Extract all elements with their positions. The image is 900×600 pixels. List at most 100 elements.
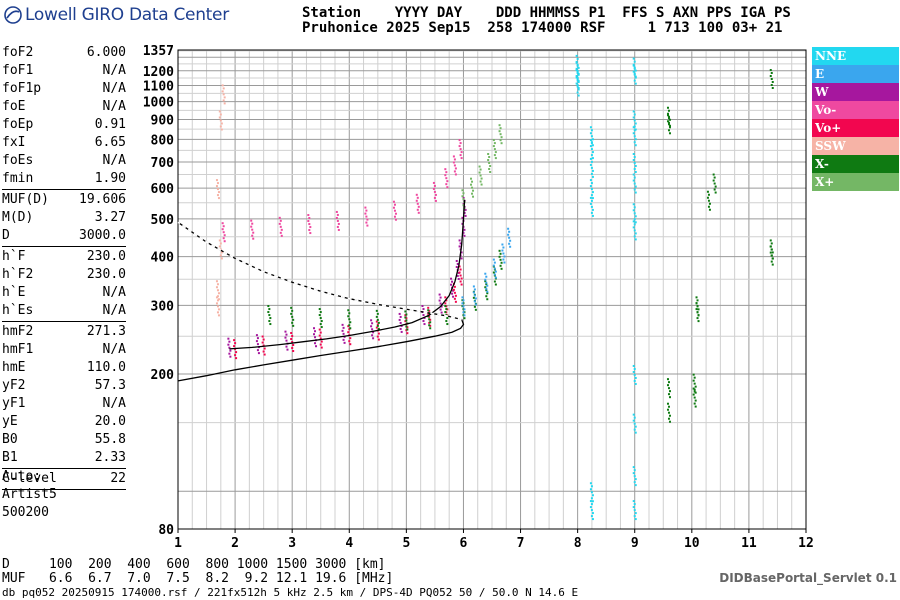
echo-point <box>292 318 295 321</box>
echo-point <box>632 203 635 206</box>
param-name: foE <box>2 99 26 114</box>
distance-row: D 100 200 400 600 800 1000 1500 3000 [km… <box>2 557 386 572</box>
echo-point <box>590 148 593 151</box>
echo-point <box>484 278 487 281</box>
echo-point <box>459 274 462 277</box>
echo-point <box>452 295 455 298</box>
echo-point <box>462 192 465 195</box>
auto-program: Artist5 <box>2 487 57 502</box>
echo-point <box>634 171 637 174</box>
echo-point <box>498 255 501 258</box>
echo-point <box>261 341 264 344</box>
echo-point <box>453 170 456 173</box>
echo-point <box>365 221 368 224</box>
echo-point <box>634 144 637 147</box>
echo-point <box>576 69 579 72</box>
echo-point <box>470 183 473 186</box>
echo-point <box>453 285 456 288</box>
echo-point <box>392 200 395 203</box>
x-tick-label: 6 <box>460 536 468 551</box>
echo-point <box>423 317 426 320</box>
echo-point <box>427 306 430 309</box>
echo-point <box>284 336 287 339</box>
echo-point <box>590 199 593 202</box>
echo-point <box>668 390 671 393</box>
echo-point <box>634 215 637 218</box>
echo-point <box>280 234 283 237</box>
echo-point <box>500 267 503 270</box>
echo-point <box>667 117 670 120</box>
param-row: h`F 230.0 <box>2 248 126 266</box>
echo-point <box>256 337 259 340</box>
echo-point <box>446 180 449 183</box>
param-name: h`E <box>2 285 26 300</box>
echo-point <box>223 96 226 99</box>
echo-point <box>461 222 464 225</box>
param-name: hmF1 <box>2 342 34 357</box>
echo-point <box>417 211 420 214</box>
logo: Lowell GIRO Data Center <box>4 3 229 27</box>
echo-point <box>697 308 700 311</box>
echo-point <box>454 294 457 297</box>
echo-point <box>591 157 594 160</box>
echo-point <box>668 118 671 121</box>
echo-point <box>453 297 456 300</box>
echo-point <box>371 322 374 325</box>
echo-point <box>633 135 636 138</box>
echo-point <box>666 378 669 381</box>
echo-point <box>668 396 671 399</box>
echo-point <box>221 228 224 231</box>
echo-point <box>668 420 671 423</box>
echo-point <box>460 157 463 160</box>
echo-point <box>433 190 436 193</box>
echo-point <box>708 208 711 211</box>
echo-point <box>499 258 502 261</box>
echo-point <box>433 184 436 187</box>
echo-point <box>405 319 408 322</box>
echo-point <box>769 239 772 242</box>
echo-point <box>393 215 396 218</box>
echo-point <box>314 342 317 345</box>
param-name: foF1p <box>2 81 42 96</box>
param-value: N/A <box>102 303 126 318</box>
echo-point <box>472 291 475 294</box>
echo-point <box>633 113 636 116</box>
echo-point <box>633 60 636 63</box>
echo-point <box>771 251 774 254</box>
echo-point <box>589 506 592 509</box>
echo-point <box>458 265 461 268</box>
echo-point <box>500 261 503 264</box>
echo-point <box>216 305 219 308</box>
echo-point <box>770 254 773 257</box>
echo-point <box>694 399 697 402</box>
echo-point <box>315 345 318 348</box>
echo-point <box>262 338 265 341</box>
echo-point <box>591 214 594 217</box>
echo-point <box>634 238 637 241</box>
echo-point <box>667 109 670 112</box>
echo-point <box>292 344 295 347</box>
echo-point <box>666 384 669 387</box>
echo-point <box>422 314 425 317</box>
echo-point <box>336 213 339 216</box>
param-row: B0 55.8 <box>2 431 126 449</box>
echo-point <box>696 299 699 302</box>
echo-point <box>464 214 467 217</box>
echo-point <box>632 63 635 66</box>
echo-point <box>309 232 312 235</box>
legend-item: E <box>812 65 899 83</box>
echo-point <box>633 235 636 238</box>
echo-point <box>365 215 368 218</box>
echo-point <box>335 216 338 219</box>
echo-point <box>463 228 466 231</box>
echo-point <box>633 515 636 518</box>
echo-point <box>769 251 772 254</box>
echo-point <box>218 245 221 248</box>
echo-point <box>228 340 231 343</box>
echo-point <box>341 329 344 332</box>
echo-point <box>335 210 338 213</box>
echo-point <box>444 174 447 177</box>
echo-point <box>508 242 511 245</box>
echo-point <box>632 64 635 67</box>
param-name: foF1 <box>2 63 34 78</box>
